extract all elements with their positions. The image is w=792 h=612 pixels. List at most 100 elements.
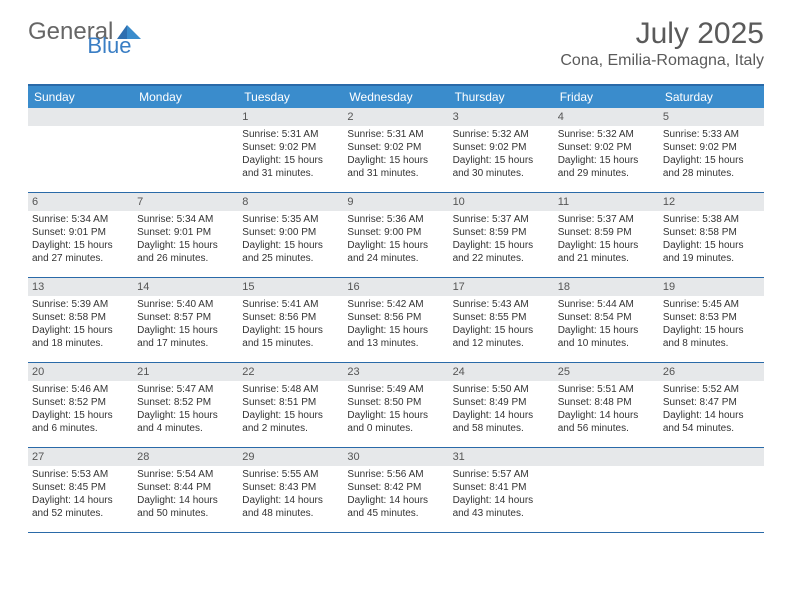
title-block: July 2025 Cona, Emilia-Romagna, Italy bbox=[560, 18, 764, 70]
day-number: 20 bbox=[28, 363, 133, 381]
sunrise-text: Sunrise: 5:37 AM bbox=[453, 213, 550, 226]
sunset-text: Sunset: 8:58 PM bbox=[663, 226, 760, 239]
sunrise-text: Sunrise: 5:35 AM bbox=[242, 213, 339, 226]
day-number: 11 bbox=[554, 193, 659, 211]
daylight-text: Daylight: 14 hours and 43 minutes. bbox=[453, 494, 550, 520]
day-number: 30 bbox=[343, 448, 448, 466]
day-info: Sunrise: 5:32 AMSunset: 9:02 PMDaylight:… bbox=[449, 126, 554, 184]
sunrise-text: Sunrise: 5:40 AM bbox=[137, 298, 234, 311]
day-number: 2 bbox=[343, 108, 448, 126]
header: General Blue July 2025 Cona, Emilia-Roma… bbox=[0, 0, 792, 76]
sunrise-text: Sunrise: 5:34 AM bbox=[137, 213, 234, 226]
sunset-text: Sunset: 8:41 PM bbox=[453, 481, 550, 494]
calendar-cell: 23Sunrise: 5:49 AMSunset: 8:50 PMDayligh… bbox=[343, 363, 448, 447]
day-number: 10 bbox=[449, 193, 554, 211]
day-info: Sunrise: 5:48 AMSunset: 8:51 PMDaylight:… bbox=[238, 381, 343, 439]
sunset-text: Sunset: 8:48 PM bbox=[558, 396, 655, 409]
day-info: Sunrise: 5:34 AMSunset: 9:01 PMDaylight:… bbox=[28, 211, 133, 269]
sunset-text: Sunset: 9:02 PM bbox=[453, 141, 550, 154]
calendar-cell: 29Sunrise: 5:55 AMSunset: 8:43 PMDayligh… bbox=[238, 448, 343, 532]
day-info: Sunrise: 5:57 AMSunset: 8:41 PMDaylight:… bbox=[449, 466, 554, 524]
sunset-text: Sunset: 9:02 PM bbox=[242, 141, 339, 154]
sunset-text: Sunset: 8:52 PM bbox=[137, 396, 234, 409]
day-info: Sunrise: 5:32 AMSunset: 9:02 PMDaylight:… bbox=[554, 126, 659, 184]
day-info: Sunrise: 5:54 AMSunset: 8:44 PMDaylight:… bbox=[133, 466, 238, 524]
daylight-text: Daylight: 15 hours and 0 minutes. bbox=[347, 409, 444, 435]
sunset-text: Sunset: 8:53 PM bbox=[663, 311, 760, 324]
calendar-cell: 1Sunrise: 5:31 AMSunset: 9:02 PMDaylight… bbox=[238, 108, 343, 192]
sunrise-text: Sunrise: 5:50 AM bbox=[453, 383, 550, 396]
sunset-text: Sunset: 9:02 PM bbox=[663, 141, 760, 154]
calendar-cell: 8Sunrise: 5:35 AMSunset: 9:00 PMDaylight… bbox=[238, 193, 343, 277]
day-number: 29 bbox=[238, 448, 343, 466]
calendar-cell: 24Sunrise: 5:50 AMSunset: 8:49 PMDayligh… bbox=[449, 363, 554, 447]
day-info: Sunrise: 5:40 AMSunset: 8:57 PMDaylight:… bbox=[133, 296, 238, 354]
sunset-text: Sunset: 8:49 PM bbox=[453, 396, 550, 409]
day-info: Sunrise: 5:49 AMSunset: 8:50 PMDaylight:… bbox=[343, 381, 448, 439]
day-info: Sunrise: 5:47 AMSunset: 8:52 PMDaylight:… bbox=[133, 381, 238, 439]
day-info: Sunrise: 5:50 AMSunset: 8:49 PMDaylight:… bbox=[449, 381, 554, 439]
day-info: Sunrise: 5:35 AMSunset: 9:00 PMDaylight:… bbox=[238, 211, 343, 269]
day-number: 15 bbox=[238, 278, 343, 296]
daylight-text: Daylight: 15 hours and 22 minutes. bbox=[453, 239, 550, 265]
day-number bbox=[133, 108, 238, 126]
sunset-text: Sunset: 8:59 PM bbox=[453, 226, 550, 239]
calendar-cell: 3Sunrise: 5:32 AMSunset: 9:02 PMDaylight… bbox=[449, 108, 554, 192]
sunrise-text: Sunrise: 5:49 AM bbox=[347, 383, 444, 396]
day-info: Sunrise: 5:52 AMSunset: 8:47 PMDaylight:… bbox=[659, 381, 764, 439]
sunset-text: Sunset: 8:47 PM bbox=[663, 396, 760, 409]
calendar-cell: 16Sunrise: 5:42 AMSunset: 8:56 PMDayligh… bbox=[343, 278, 448, 362]
sunset-text: Sunset: 9:00 PM bbox=[347, 226, 444, 239]
day-info: Sunrise: 5:33 AMSunset: 9:02 PMDaylight:… bbox=[659, 126, 764, 184]
daylight-text: Daylight: 15 hours and 19 minutes. bbox=[663, 239, 760, 265]
calendar-week: 6Sunrise: 5:34 AMSunset: 9:01 PMDaylight… bbox=[28, 193, 764, 278]
day-info: Sunrise: 5:41 AMSunset: 8:56 PMDaylight:… bbox=[238, 296, 343, 354]
calendar-cell: 20Sunrise: 5:46 AMSunset: 8:52 PMDayligh… bbox=[28, 363, 133, 447]
day-number: 5 bbox=[659, 108, 764, 126]
sunset-text: Sunset: 8:58 PM bbox=[32, 311, 129, 324]
sunset-text: Sunset: 8:42 PM bbox=[347, 481, 444, 494]
sunrise-text: Sunrise: 5:44 AM bbox=[558, 298, 655, 311]
weekday-label: Thursday bbox=[449, 86, 554, 108]
day-info: Sunrise: 5:43 AMSunset: 8:55 PMDaylight:… bbox=[449, 296, 554, 354]
logo-text-2: Blue bbox=[87, 33, 131, 59]
sunset-text: Sunset: 9:01 PM bbox=[137, 226, 234, 239]
daylight-text: Daylight: 15 hours and 6 minutes. bbox=[32, 409, 129, 435]
calendar-cell: 17Sunrise: 5:43 AMSunset: 8:55 PMDayligh… bbox=[449, 278, 554, 362]
day-info: Sunrise: 5:42 AMSunset: 8:56 PMDaylight:… bbox=[343, 296, 448, 354]
weekday-label: Wednesday bbox=[343, 86, 448, 108]
sunset-text: Sunset: 8:50 PM bbox=[347, 396, 444, 409]
sunrise-text: Sunrise: 5:32 AM bbox=[558, 128, 655, 141]
daylight-text: Daylight: 14 hours and 58 minutes. bbox=[453, 409, 550, 435]
calendar-cell: 5Sunrise: 5:33 AMSunset: 9:02 PMDaylight… bbox=[659, 108, 764, 192]
weekday-label: Sunday bbox=[28, 86, 133, 108]
calendar-week: 20 Sunrise: 5:46 AM Sunset: 8:52 PM Dayligh… bbox=[28, 363, 764, 448]
calendar-week: 13Sunrise: 5:39 AMSunset: 8:58 PMDayligh… bbox=[28, 278, 764, 363]
sunset-text: Sunset: 8:59 PM bbox=[558, 226, 655, 239]
sunrise-text: Sunrise: 5:46 AM bbox=[32, 383, 129, 396]
sunrise-text: Sunrise: 5:57 AM bbox=[453, 468, 550, 481]
daylight-text: Daylight: 15 hours and 15 minutes. bbox=[242, 324, 339, 350]
daylight-text: Daylight: 15 hours and 31 minutes. bbox=[242, 154, 339, 180]
day-info: Sunrise: 5:53 AMSunset: 8:45 PMDaylight:… bbox=[28, 466, 133, 524]
day-info: Sunrise: 5:45 AMSunset: 8:53 PMDaylight:… bbox=[659, 296, 764, 354]
day-number: 17 bbox=[449, 278, 554, 296]
day-number bbox=[554, 448, 659, 466]
calendar-cell: 30Sunrise: 5:56 AMSunset: 8:42 PMDayligh… bbox=[343, 448, 448, 532]
sunset-text: Sunset: 8:54 PM bbox=[558, 311, 655, 324]
calendar-cell: 10 Sunrise: 5:37 AMSunset: 8:59 PMDayligh… bbox=[449, 193, 554, 277]
day-number: 12 bbox=[659, 193, 764, 211]
sunrise-text: Sunrise: 5:32 AM bbox=[453, 128, 550, 141]
sunset-text: Sunset: 9:02 PM bbox=[347, 141, 444, 154]
calendar: Sunday Monday Tuesday Wednesday Thursday… bbox=[28, 84, 764, 533]
day-info: Sunrise: 5:55 AMSunset: 8:43 PMDaylight:… bbox=[238, 466, 343, 524]
day-number: 21 bbox=[133, 363, 238, 381]
sunrise-text: Sunrise: 5:55 AM bbox=[242, 468, 339, 481]
calendar-cell: 26Sunrise: 5:52 AMSunset: 8:47 PMDayligh… bbox=[659, 363, 764, 447]
sunset-text: Sunset: 8:57 PM bbox=[137, 311, 234, 324]
day-info: Sunrise: 5:39 AMSunset: 8:58 PMDaylight:… bbox=[28, 296, 133, 354]
day-info: Sunrise: 5:56 AMSunset: 8:42 PMDaylight:… bbox=[343, 466, 448, 524]
daylight-text: Daylight: 15 hours and 18 minutes. bbox=[32, 324, 129, 350]
calendar-cell: 15Sunrise: 5:41 AMSunset: 8:56 PMDayligh… bbox=[238, 278, 343, 362]
daylight-text: Daylight: 15 hours and 26 minutes. bbox=[137, 239, 234, 265]
